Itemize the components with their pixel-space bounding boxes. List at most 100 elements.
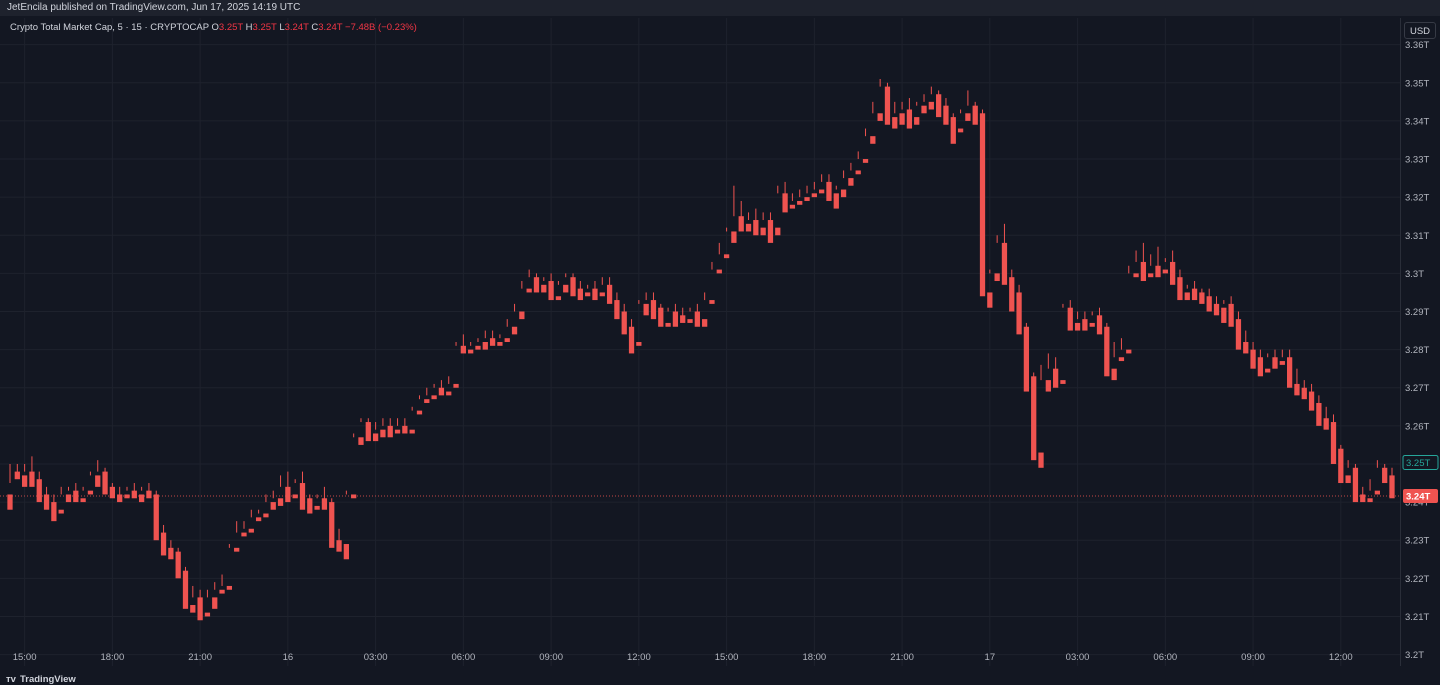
candle[interactable] xyxy=(1257,349,1264,377)
candle[interactable] xyxy=(840,170,847,198)
candle[interactable] xyxy=(1089,311,1095,327)
candle[interactable] xyxy=(1184,284,1190,301)
candle[interactable] xyxy=(723,227,730,259)
candle[interactable] xyxy=(658,303,664,327)
candle[interactable] xyxy=(387,418,393,438)
candle[interactable] xyxy=(292,479,298,499)
candle[interactable] xyxy=(65,486,72,503)
candle[interactable] xyxy=(497,334,503,346)
candle[interactable] xyxy=(892,101,898,129)
candle[interactable] xyxy=(453,342,459,388)
candle[interactable] xyxy=(1082,311,1088,331)
candle[interactable] xyxy=(1301,380,1307,400)
candle[interactable] xyxy=(1228,296,1234,327)
candle[interactable] xyxy=(1104,322,1110,377)
candle[interactable] xyxy=(628,319,635,354)
candle[interactable] xyxy=(1213,296,1220,316)
candle[interactable] xyxy=(767,212,774,243)
candle[interactable] xyxy=(1389,467,1395,499)
candle[interactable] xyxy=(36,471,42,503)
candle[interactable] xyxy=(972,101,978,125)
candle[interactable] xyxy=(775,185,781,236)
candle[interactable] xyxy=(219,574,225,594)
candle[interactable] xyxy=(409,406,415,434)
candle[interactable] xyxy=(599,277,605,297)
candle[interactable] xyxy=(131,483,137,499)
candle[interactable] xyxy=(1352,463,1359,503)
candle[interactable] xyxy=(204,589,211,617)
candle[interactable] xyxy=(307,494,313,514)
candle[interactable] xyxy=(263,494,269,518)
candle[interactable] xyxy=(965,90,971,121)
candle[interactable] xyxy=(329,498,335,548)
candle[interactable] xyxy=(1330,414,1337,464)
candle[interactable] xyxy=(1170,250,1176,285)
candle[interactable] xyxy=(1191,281,1198,301)
candle[interactable] xyxy=(351,433,357,499)
candle[interactable] xyxy=(1053,357,1059,388)
candle[interactable] xyxy=(855,151,861,175)
candle[interactable] xyxy=(446,376,452,396)
candle[interactable] xyxy=(1308,383,1315,411)
candle[interactable] xyxy=(168,540,174,560)
candle[interactable] xyxy=(1118,338,1125,362)
candle[interactable] xyxy=(884,82,891,125)
candle[interactable] xyxy=(146,483,152,499)
candle[interactable] xyxy=(1038,364,1044,468)
candle[interactable] xyxy=(987,269,993,308)
candle[interactable] xyxy=(1001,223,1008,285)
candle[interactable] xyxy=(994,235,1000,282)
candle[interactable] xyxy=(709,261,715,304)
candle[interactable] xyxy=(680,307,686,323)
candle[interactable] xyxy=(431,383,437,400)
candle[interactable] xyxy=(950,113,956,144)
candle[interactable] xyxy=(190,585,196,613)
candle[interactable] xyxy=(914,101,920,125)
candle[interactable] xyxy=(460,334,466,354)
candle[interactable] xyxy=(416,395,423,415)
candle[interactable] xyxy=(285,471,291,503)
candle[interactable] xyxy=(1155,246,1161,278)
candle[interactable] xyxy=(124,486,130,499)
candle[interactable] xyxy=(1060,303,1066,384)
candle[interactable] xyxy=(1206,288,1212,312)
candle[interactable] xyxy=(87,471,94,495)
candle[interactable] xyxy=(819,174,825,194)
candle[interactable] xyxy=(957,109,964,133)
candle[interactable] xyxy=(979,109,986,297)
candle[interactable] xyxy=(826,174,832,201)
candle[interactable] xyxy=(621,303,627,335)
candle[interactable] xyxy=(877,78,883,121)
candle[interactable] xyxy=(1338,444,1344,484)
candle[interactable] xyxy=(738,200,744,232)
candle[interactable] xyxy=(943,98,949,125)
candle[interactable] xyxy=(153,490,159,541)
candle[interactable] xyxy=(138,486,145,503)
candle[interactable] xyxy=(468,342,474,354)
candle[interactable] xyxy=(248,509,254,533)
candle[interactable] xyxy=(694,303,700,327)
candle[interactable] xyxy=(585,284,591,297)
candle[interactable] xyxy=(197,589,203,621)
candle[interactable] xyxy=(343,490,349,560)
candle[interactable] xyxy=(862,128,869,163)
candle[interactable] xyxy=(58,486,64,514)
candle[interactable] xyxy=(226,544,232,590)
candle[interactable] xyxy=(1279,349,1285,365)
candle[interactable] xyxy=(482,330,488,350)
candle[interactable] xyxy=(687,307,693,323)
candle[interactable] xyxy=(117,486,123,503)
candle[interactable] xyxy=(424,387,430,403)
candle[interactable] xyxy=(241,521,247,537)
candle[interactable] xyxy=(1031,372,1037,461)
candle[interactable] xyxy=(475,338,481,350)
candle[interactable] xyxy=(1272,349,1278,369)
candle[interactable] xyxy=(1286,349,1293,388)
candle[interactable] xyxy=(526,269,532,293)
candle[interactable] xyxy=(212,582,218,609)
candle[interactable] xyxy=(80,486,86,503)
currency-button[interactable]: USD xyxy=(1404,22,1436,39)
candle[interactable] xyxy=(1294,368,1300,396)
candle[interactable] xyxy=(899,101,905,125)
candle[interactable] xyxy=(928,86,934,110)
